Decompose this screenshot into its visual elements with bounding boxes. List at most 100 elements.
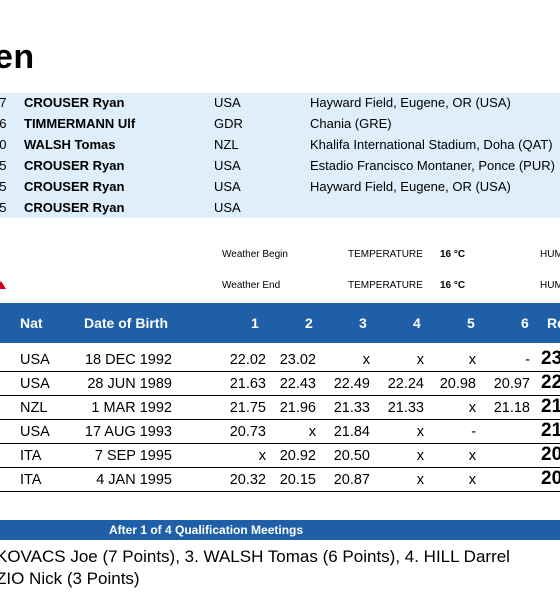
- row-attempt-3: 20.50: [333, 448, 370, 464]
- row-attempt-4: 22.24: [387, 376, 424, 392]
- row-attempt-2: 21.96: [279, 400, 316, 416]
- record-athlete: CROUSER Ryan: [24, 200, 125, 215]
- record-mark: 90: [0, 137, 7, 152]
- record-athlete: CROUSER Ryan: [24, 179, 125, 194]
- record-row: 15 CROUSER Ryan USA Hayward Field, Eugen…: [0, 177, 560, 197]
- temperature-label: TEMPERATURE: [348, 280, 423, 291]
- row-attempt-3: 21.84: [333, 424, 370, 440]
- row-attempt-3: 21.33: [333, 400, 370, 416]
- row-attempt-5: -: [471, 424, 476, 440]
- col-header-attempt-2: 2: [305, 315, 313, 331]
- record-nat: NZL: [214, 137, 239, 152]
- record-athlete: TIMMERMANN Ulf: [24, 116, 136, 131]
- record-mark: 75: [0, 158, 7, 173]
- col-header-attempt-5: 5: [467, 315, 475, 331]
- row-divider: [0, 467, 560, 468]
- row-result: 21: [541, 396, 560, 417]
- col-header-attempt-3: 3: [359, 315, 367, 331]
- record-nat: USA: [214, 179, 241, 194]
- humidity-label: HUM: [540, 249, 560, 260]
- row-dob: 1 MAR 1992: [91, 400, 172, 416]
- record-athlete: CROUSER Ryan: [24, 158, 125, 173]
- record-row: 15 CROUSER Ryan USA: [0, 198, 560, 218]
- row-dob: 17 AUG 1993: [84, 424, 172, 440]
- table-row: ITA 4 JAN 1995 20.32 20.15 20.87 x x 20: [0, 468, 560, 492]
- row-nat: NZL: [20, 400, 48, 416]
- row-attempt-4: x: [416, 472, 424, 488]
- record-mark: 15: [0, 200, 7, 215]
- row-attempt-5: x: [468, 400, 476, 416]
- row-attempt-1: 22.02: [229, 352, 266, 368]
- row-dob: 4 JAN 1995: [96, 472, 172, 488]
- row-attempt-6: 20.97: [493, 376, 530, 392]
- qualification-meetings-label: After 1 of 4 Qualification Meetings: [109, 523, 304, 537]
- row-attempt-4: x: [416, 448, 424, 464]
- page-title: en: [0, 38, 35, 76]
- row-attempt-3: 22.49: [333, 376, 370, 392]
- record-venue: Khalifa International Stadium, Doha (QAT…: [310, 137, 553, 152]
- row-nat: ITA: [20, 448, 42, 464]
- record-row: 37 CROUSER Ryan USA Hayward Field, Eugen…: [0, 93, 560, 113]
- row-attempt-5: x: [468, 352, 476, 368]
- row-result: 20: [541, 444, 560, 465]
- standings-line: ZIO Nick (3 Points): [0, 569, 140, 588]
- row-attempt-2: 22.43: [279, 376, 316, 392]
- row-result: 20: [541, 468, 560, 489]
- row-nat: USA: [20, 424, 50, 440]
- row-nat: USA: [20, 352, 50, 368]
- record-row: 06 TIMMERMANN Ulf GDR Chania (GRE): [0, 114, 560, 134]
- record-nat: GDR: [214, 116, 243, 131]
- row-nat: USA: [20, 376, 50, 392]
- record-athlete: CROUSER Ryan: [24, 95, 125, 110]
- col-header-attempt-4: 4: [413, 315, 421, 331]
- col-header-attempt-1: 1: [251, 315, 259, 331]
- row-attempt-5: x: [468, 472, 476, 488]
- row-divider: [0, 371, 560, 372]
- row-attempt-6: -: [525, 352, 530, 368]
- table-row: ITA 7 SEP 1995 x 20.92 20.50 x x 20: [0, 444, 560, 468]
- row-attempt-5: x: [468, 448, 476, 464]
- record-venue: Chania (GRE): [310, 116, 392, 131]
- row-dob: 28 JUN 1989: [87, 376, 172, 392]
- row-attempt-2: 20.15: [279, 472, 316, 488]
- row-dob: 18 DEC 1992: [84, 352, 172, 368]
- row-attempt-1: x: [258, 448, 266, 464]
- weather-begin-label: Weather Begin: [222, 249, 288, 260]
- record-nat: USA: [214, 95, 241, 110]
- temperature-label: TEMPERATURE: [348, 249, 423, 260]
- record-nat: USA: [214, 158, 241, 173]
- records-panel: 37 CROUSER Ryan USA Hayward Field, Eugen…: [0, 93, 560, 218]
- row-attempt-4: x: [416, 424, 424, 440]
- row-result: 22: [541, 372, 560, 393]
- row-divider: [0, 395, 560, 396]
- table-row: USA 28 JUN 1989 21.63 22.43 22.49 22.24 …: [0, 372, 560, 396]
- table-row: NZL 1 MAR 1992 21.75 21.96 21.33 21.33 x…: [0, 396, 560, 420]
- standings-line: KOVACS Joe (7 Points), 3. WALSH Tomas (6…: [0, 547, 510, 566]
- row-attempt-4: x: [416, 352, 424, 368]
- standings-text: KOVACS Joe (7 Points), 3. WALSH Tomas (6…: [0, 546, 510, 590]
- col-header-nat: Nat: [20, 315, 43, 331]
- record-row: 90 WALSH Tomas NZL Khalifa International…: [0, 135, 560, 155]
- row-divider: [0, 419, 560, 420]
- temperature-begin-value: 16 °C: [440, 249, 466, 260]
- row-nat: ITA: [20, 472, 42, 488]
- row-attempt-3: 20.87: [333, 472, 370, 488]
- row-attempt-6: 21.18: [493, 400, 530, 416]
- table-row: USA 17 AUG 1993 20.73 x 21.84 x - 21: [0, 420, 560, 444]
- results-table-header: Nat Date of Birth 1 2 3 4 5 6 Re: [0, 303, 560, 343]
- record-nat: USA: [214, 200, 241, 215]
- row-divider: [0, 443, 560, 444]
- row-attempt-5: 20.98: [439, 376, 476, 392]
- row-dob: 7 SEP 1995: [94, 448, 172, 464]
- record-venue: Hayward Field, Eugene, OR (USA): [310, 95, 511, 110]
- row-attempt-3: x: [362, 352, 370, 368]
- row-attempt-2: 23.02: [279, 352, 316, 368]
- row-attempt-1: 20.73: [229, 424, 266, 440]
- record-venue: Hayward Field, Eugene, OR (USA): [310, 179, 511, 194]
- humidity-label: HUM: [540, 280, 560, 291]
- record-mark: 37: [0, 95, 7, 110]
- warning-triangle-icon: [0, 281, 6, 289]
- record-venue: Estadio Francisco Montaner, Ponce (PUR): [310, 158, 555, 173]
- row-attempt-4: 21.33: [387, 400, 424, 416]
- col-header-dob: Date of Birth: [84, 315, 168, 331]
